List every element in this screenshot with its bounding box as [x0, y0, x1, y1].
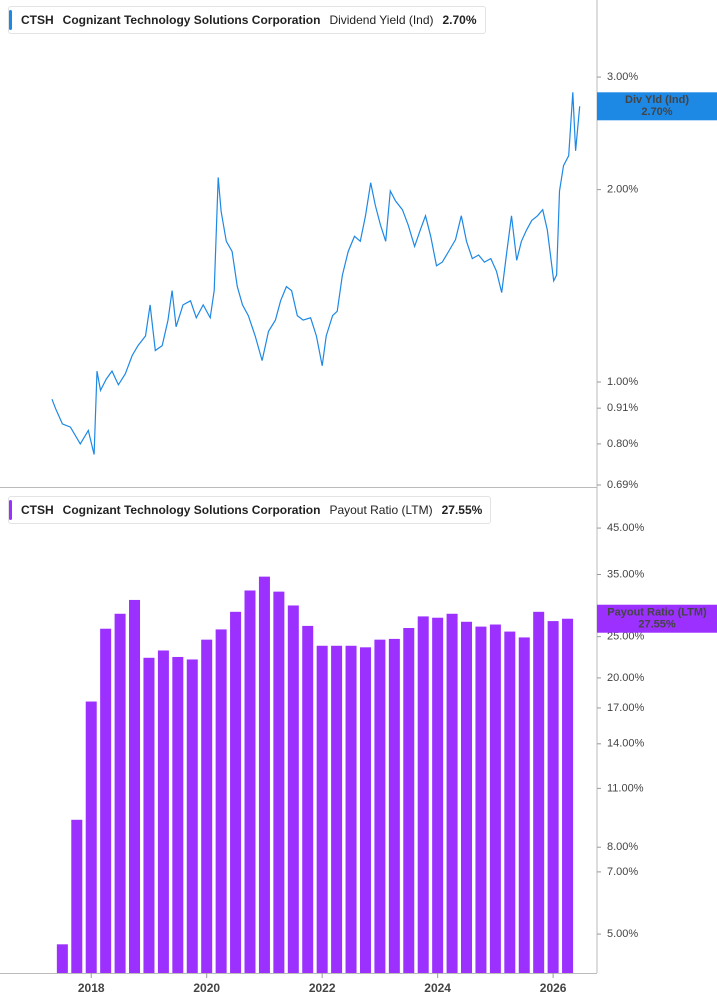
value-tag-name: Payout Ratio (LTM): [607, 607, 707, 619]
bar: [489, 624, 501, 973]
x-tick-label: 2020: [193, 981, 220, 995]
bar: [461, 621, 473, 973]
y-tick-label: 1.00%: [607, 376, 638, 388]
bar: [446, 613, 458, 973]
x-tick-label: 2022: [309, 981, 336, 995]
y-tick-label: 45.00%: [607, 522, 645, 534]
bar: [374, 639, 386, 973]
y-tick-label: 25.00%: [607, 631, 645, 643]
metric: Payout Ratio (LTM): [329, 503, 433, 517]
bar: [504, 631, 516, 973]
bar: [302, 625, 314, 973]
bar: [562, 618, 574, 973]
y-tick-label: 7.00%: [607, 866, 638, 878]
bar: [56, 944, 68, 973]
bar: [157, 650, 169, 973]
bar: [547, 621, 559, 973]
y-tick-label: 2.00%: [607, 184, 638, 196]
bar: [85, 701, 97, 973]
value-tag: [597, 92, 717, 121]
y-tick-label: 17.00%: [607, 702, 645, 714]
bar: [359, 647, 371, 973]
y-tick-label: 14.00%: [607, 738, 645, 750]
y-tick-label: 3.00%: [607, 71, 638, 83]
company: Cognizant Technology Solutions Corporati…: [62, 13, 321, 27]
bar: [186, 659, 198, 973]
bar: [518, 637, 530, 973]
bar: [100, 628, 112, 973]
bar: [403, 628, 415, 973]
value-tag: [597, 604, 717, 633]
x-tick-label: 2024: [424, 981, 451, 995]
bar: [533, 611, 545, 973]
company: Cognizant Technology Solutions Corporati…: [62, 503, 321, 517]
bar: [172, 656, 184, 973]
bar: [143, 657, 155, 973]
bar: [331, 645, 343, 973]
value-tag-name: Div Yld (Ind): [625, 94, 689, 106]
current-value: 27.55%: [441, 503, 483, 517]
y-tick-label: 11.00%: [607, 782, 644, 794]
x-tick-label: 2018: [78, 981, 105, 995]
bar: [201, 639, 213, 973]
bar: [475, 626, 487, 973]
header-bottom: CTSH Cognizant Technology Solutions Corp…: [8, 496, 492, 524]
bar: [71, 819, 83, 973]
y-tick-label: 8.00%: [607, 841, 638, 853]
bar: [129, 599, 141, 973]
header-top: CTSH Cognizant Technology Solutions Corp…: [8, 6, 486, 34]
current-value: 2.70%: [442, 13, 477, 27]
value-tag-value: 2.70%: [641, 106, 672, 118]
indicator: [9, 10, 12, 30]
bar: [417, 616, 429, 973]
y-tick-label: 0.80%: [607, 438, 638, 450]
metric: Dividend Yield (Ind): [329, 13, 434, 27]
bar: [316, 645, 328, 973]
y-tick-label: 5.00%: [607, 928, 638, 940]
y-tick-label: 35.00%: [607, 568, 645, 580]
value-tag-value: 27.55%: [638, 619, 676, 631]
yield-line: [51, 92, 581, 455]
bar: [345, 645, 357, 973]
bar: [215, 629, 227, 973]
bar: [230, 611, 242, 973]
x-tick-label: 2026: [540, 981, 567, 995]
bar: [244, 590, 256, 973]
indicator: [9, 500, 12, 520]
ticker: CTSH: [21, 503, 54, 517]
bar: [273, 591, 285, 973]
bar: [114, 613, 126, 973]
ticker: CTSH: [21, 13, 54, 27]
y-tick-label: 0.69%: [607, 479, 638, 491]
y-tick-label: 20.00%: [607, 672, 645, 684]
y-tick-label: 0.91%: [607, 402, 638, 414]
bar: [258, 576, 270, 973]
bar: [388, 638, 400, 973]
bar: [287, 605, 299, 973]
bar: [432, 617, 444, 973]
